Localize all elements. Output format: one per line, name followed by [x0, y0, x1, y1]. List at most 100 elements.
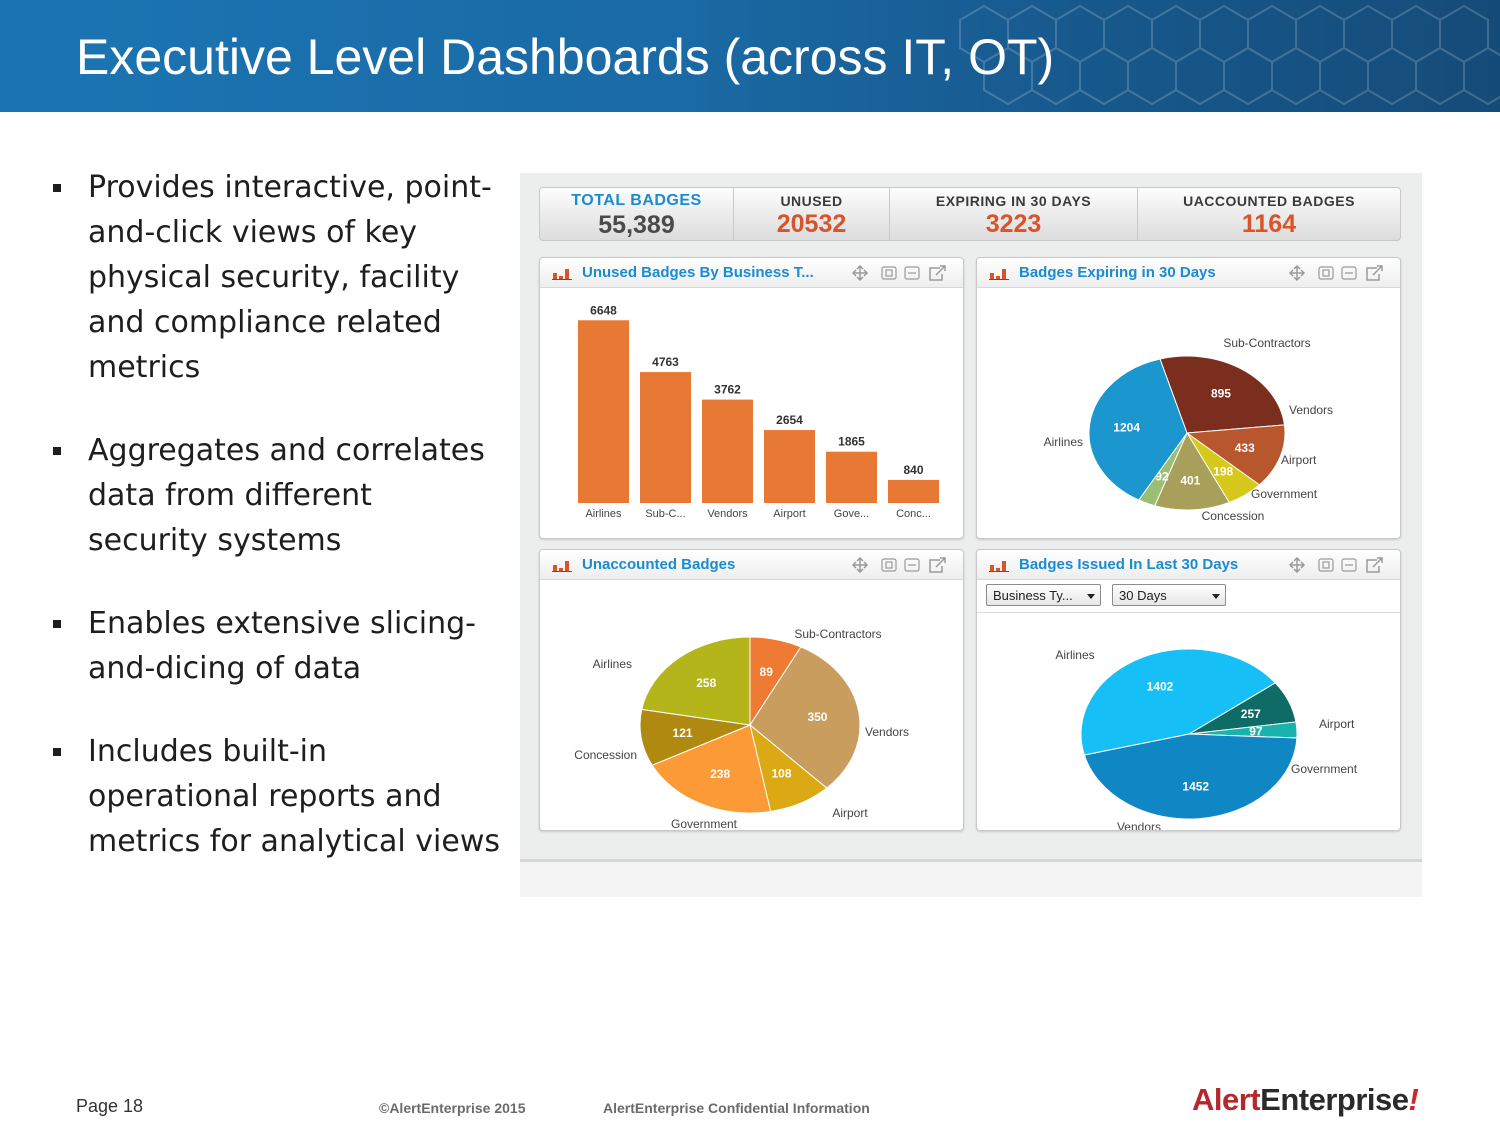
- minimize-icon[interactable]: [1341, 266, 1357, 280]
- slice-value-label: 258: [696, 676, 716, 690]
- category-label: Sub-C...: [645, 508, 685, 520]
- panel-title: Unaccounted Badges: [582, 556, 736, 573]
- slice-name-label: Airport: [832, 806, 868, 820]
- bar-chart-icon: [552, 561, 572, 572]
- minimize-icon[interactable]: [904, 266, 920, 280]
- kpi-total-badges[interactable]: TOTAL BADGES 55,389: [540, 188, 734, 240]
- panel-badges-issued: Badges Issued In Last 30 Days Business T…: [976, 549, 1401, 831]
- slice-name-label: Airlines: [1055, 648, 1094, 662]
- slice-name-label: Vendors: [1117, 820, 1161, 831]
- bar-airport[interactable]: [764, 430, 815, 503]
- pie-slice-government[interactable]: [1154, 431, 1231, 511]
- slice-name-label: Government: [1251, 487, 1318, 501]
- slice-value-label: 121: [673, 726, 693, 740]
- pie-slice-airlines[interactable]: [1088, 358, 1188, 501]
- panel-badges-expiring: Badges Expiring in 30 Days 895 Sub-Contra…: [976, 257, 1401, 539]
- select-value: Business Ty...: [993, 588, 1073, 603]
- slice-name-label: Airlines: [1044, 435, 1083, 449]
- kpi-value: 55,389: [598, 211, 675, 239]
- popout-icon[interactable]: [1366, 557, 1383, 573]
- panel-header: Unused Badges By Business T...: [540, 258, 963, 288]
- category-label: Vendors: [707, 508, 748, 520]
- bar-chart-icon: [552, 269, 572, 280]
- popout-icon[interactable]: [1366, 265, 1383, 281]
- minimize-icon[interactable]: [1341, 558, 1357, 572]
- dashboard-screenshot: TOTAL BADGES 55,389 UNUSED 20532 EXPIRIN…: [520, 173, 1422, 897]
- pie-slice-vendors[interactable]: [1185, 424, 1286, 486]
- kpi-label: TOTAL BADGES: [571, 192, 702, 209]
- popout-icon[interactable]: [929, 265, 946, 281]
- slice-name-label: Concession: [1202, 509, 1265, 523]
- kpi-expiring[interactable]: EXPIRING IN 30 DAYS 3223: [890, 188, 1138, 240]
- maximize-icon[interactable]: [1318, 558, 1334, 572]
- move-icon[interactable]: [852, 265, 869, 281]
- kpi-value: 1164: [1241, 210, 1297, 238]
- copyright: ©AlertEnterprise 2015: [379, 1100, 526, 1116]
- panel-unused-badges: Unused Badges By Business T... 6648 Airli…: [539, 257, 964, 539]
- bar-subc[interactable]: [640, 372, 691, 503]
- bullet-marker: [53, 748, 61, 756]
- move-icon[interactable]: [1289, 557, 1306, 573]
- panel-title: Badges Issued In Last 30 Days: [1019, 556, 1239, 573]
- slice-value-label: 238: [710, 767, 730, 781]
- bar-airlines[interactable]: [578, 320, 629, 503]
- bar-value-label: 3762: [714, 383, 741, 397]
- panel-title: Unused Badges By Business T...: [582, 264, 814, 281]
- company-logo: AlertEnterprise!: [1192, 1082, 1419, 1117]
- date-range-select[interactable]: 30 Days: [1112, 584, 1226, 606]
- slice-value-label: 350: [807, 710, 827, 724]
- bullet-item: Provides interactive, point-and-click vi…: [50, 165, 500, 390]
- maximize-icon[interactable]: [881, 558, 897, 572]
- move-icon[interactable]: [852, 557, 869, 573]
- slice-value-label: 1452: [1182, 779, 1209, 793]
- slice-value-label: 108: [772, 766, 792, 780]
- kpi-unused[interactable]: UNUSED 20532: [734, 188, 890, 240]
- dashboard-bottom-bar: [520, 859, 1422, 897]
- panel-unaccounted-badges: Unaccounted Badges 89 Sub-Contractors 350 V…: [539, 549, 964, 831]
- bullet-marker: [53, 447, 61, 455]
- kpi-label: UACCOUNTED BADGES: [1183, 193, 1355, 209]
- pie-slice-government[interactable]: [651, 724, 772, 814]
- bar-value-label: 2654: [776, 413, 803, 427]
- bar-value-label: 6648: [590, 303, 617, 317]
- pie-slice-airlines[interactable]: [641, 636, 751, 726]
- popout-icon[interactable]: [929, 557, 946, 573]
- slice-name-label: Airport: [1319, 717, 1355, 731]
- bullet-marker: [53, 184, 61, 192]
- minimize-icon[interactable]: [904, 558, 920, 572]
- maximize-icon[interactable]: [1318, 266, 1334, 280]
- pie-slice-vendors[interactable]: [749, 646, 861, 789]
- slice-value-label: 433: [1235, 441, 1255, 455]
- bullet-marker: [53, 620, 61, 628]
- slice-value-label: 97: [1249, 725, 1263, 739]
- slice-name-label: Government: [671, 817, 738, 831]
- confidential-notice: AlertEnterprise Confidential Information: [603, 1100, 870, 1116]
- slice-value-label: 895: [1211, 386, 1231, 400]
- maximize-icon[interactable]: [881, 266, 897, 280]
- bullet-item: Includes built-in operational reports an…: [50, 729, 500, 864]
- issued-pie-chart: 257 Airport 97 Government 1452 Vendors 1402 Air…: [1055, 648, 1357, 831]
- business-type-select[interactable]: Business Ty...: [986, 584, 1101, 606]
- panel-header: Badges Issued In Last 30 Days: [977, 550, 1400, 580]
- slide-header: Executive Level Dashboards (across IT, O…: [0, 0, 1500, 112]
- slice-value-label: 401: [1180, 474, 1200, 488]
- slice-value-label: 257: [1241, 707, 1261, 721]
- pie-slice-subcontractors[interactable]: [1159, 355, 1286, 434]
- bar-chart-icon: [989, 269, 1009, 280]
- slice-name-label: Vendors: [1289, 403, 1333, 417]
- slice-value-label: 89: [760, 665, 774, 679]
- move-icon[interactable]: [1289, 265, 1306, 281]
- category-label: Airport: [773, 508, 805, 520]
- kpi-unaccounted[interactable]: UACCOUNTED BADGES 1164: [1138, 188, 1400, 240]
- pie-slice-concession[interactable]: [639, 708, 752, 766]
- bullet-text: Enables extensive slicing-and-dicing of …: [88, 606, 476, 686]
- bar-conc[interactable]: [888, 479, 939, 503]
- bar-chart-icon: [989, 561, 1009, 572]
- category-label: Gove...: [834, 508, 869, 520]
- bar-value-label: 4763: [652, 355, 679, 369]
- unused-bar-chart: 6648 Airlines 4763 Sub-C... 3762 Vendors 2654 A…: [578, 303, 939, 520]
- pie-slice-airlines[interactable]: [1080, 648, 1277, 756]
- bar-gove[interactable]: [826, 451, 877, 503]
- pie-slice-vendors[interactable]: [1083, 733, 1298, 820]
- bar-vendors[interactable]: [702, 399, 753, 503]
